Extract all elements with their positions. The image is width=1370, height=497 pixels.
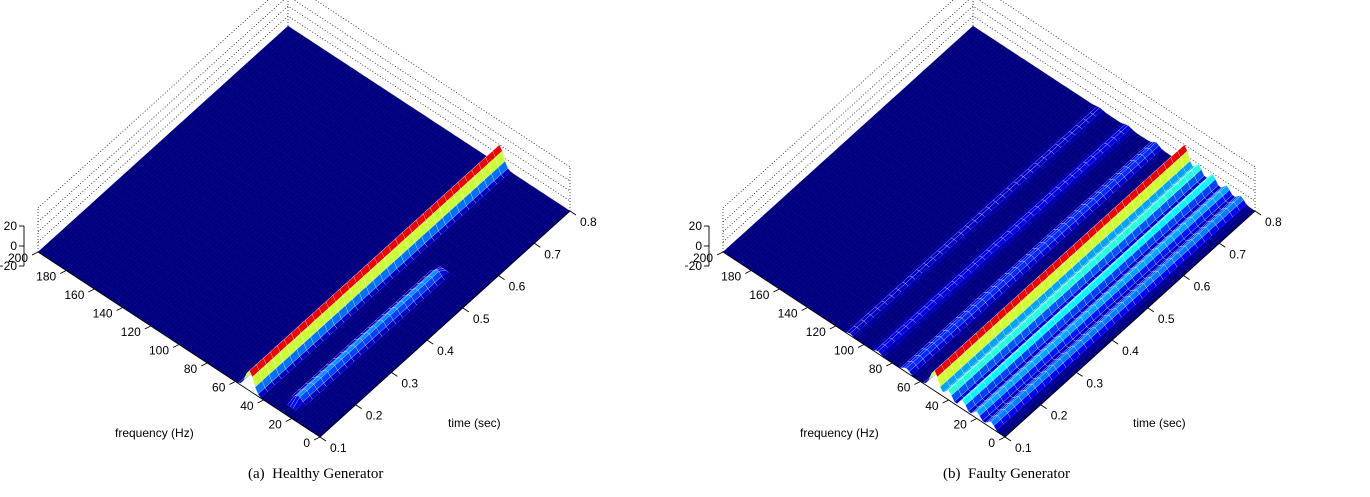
frequency-tick-label: 20 <box>953 418 967 432</box>
surface-mesh <box>37 25 571 438</box>
frequency-axis-label: frequency (Hz) <box>115 426 194 440</box>
time-ticks: 0.1 0.2 0.3 0.4 0.5 0.6 0.7 0.8 <box>1004 210 1282 455</box>
frequency-tick-label: 120 <box>806 325 826 339</box>
caption-text-a: Healthy Generator <box>272 466 384 482</box>
time-tick-label: 0.6 <box>1194 280 1211 294</box>
frequency-tick-label: 140 <box>93 307 113 321</box>
frequency-tick-label: 100 <box>834 344 854 358</box>
frequency-axis-label: frequency (Hz) <box>800 426 879 440</box>
time-ticks: 0.1 0.2 0.3 0.4 0.5 0.6 0.7 0.8 <box>319 210 597 455</box>
z-tick-label: 0 <box>695 239 702 253</box>
z-ticks: 20 0 −20 <box>685 219 709 273</box>
time-tick-label: 0.4 <box>1122 344 1139 358</box>
caption-label-b: (b) <box>943 466 961 482</box>
z-tick-label: 20 <box>4 219 18 233</box>
surface-plot-healthy: 0.1 0.2 0.3 0.4 0.5 0.6 0.7 0.8 0 20 40 60 80 100 120 1… <box>0 0 597 455</box>
frequency-ticks: 0 20 40 60 80 100 120 140 160 180 200 <box>693 251 1006 450</box>
time-tick-label: 0.3 <box>1086 376 1103 390</box>
frequency-tick-label: 0 <box>303 436 310 450</box>
caption-healthy: (a) Healthy Generator <box>248 466 383 483</box>
frequency-tick-label: 60 <box>212 381 226 395</box>
frequency-tick-label: 180 <box>721 270 741 284</box>
z-tick-label: 0 <box>10 239 17 253</box>
time-tick-label: 0.2 <box>1051 409 1068 423</box>
panel-faulty-generator: 0.1 0.2 0.3 0.4 0.5 0.6 0.7 0.8 0 20 40 60 80 100 120 1… <box>685 0 1370 497</box>
time-tick-label: 0.8 <box>580 215 597 229</box>
caption-faulty: (b) Faulty Generator <box>943 466 1070 483</box>
z-tick-label: 20 <box>689 219 703 233</box>
frequency-tick-label: 180 <box>36 270 56 284</box>
frequency-tick-label: 200 <box>8 251 28 265</box>
surface-mesh <box>722 25 1256 438</box>
frequency-tick-label: 80 <box>869 362 883 376</box>
frequency-tick-label: 140 <box>778 307 798 321</box>
caption-text-b: Faulty Generator <box>968 466 1071 482</box>
z-tick-label: −20 <box>0 259 17 273</box>
time-axis-line <box>1004 210 1256 438</box>
time-tick-label: 0.3 <box>401 376 418 390</box>
frequency-tick-label: 120 <box>121 325 141 339</box>
time-tick-label: 0.2 <box>366 409 383 423</box>
frequency-ticks: 0 20 40 60 80 100 120 140 160 180 200 <box>8 251 321 450</box>
frequency-tick-label: 60 <box>897 381 911 395</box>
time-tick-label: 0.5 <box>473 312 490 326</box>
time-tick-label: 0.5 <box>1158 312 1175 326</box>
surface-plot-faulty: 0.1 0.2 0.3 0.4 0.5 0.6 0.7 0.8 0 20 40 60 80 100 120 1… <box>685 0 1282 455</box>
frequency-tick-label: 160 <box>64 288 84 302</box>
plot-box <box>37 0 571 252</box>
time-tick-label: 0.8 <box>1265 215 1282 229</box>
time-axis-label: time (sec) <box>1133 416 1186 430</box>
plot-box <box>722 0 1256 252</box>
time-tick-label: 0.1 <box>1015 441 1032 455</box>
frequency-tick-label: 100 <box>149 344 169 358</box>
time-tick-label: 0.7 <box>544 247 561 261</box>
time-tick-label: 0.1 <box>330 441 347 455</box>
z-tick-label: −20 <box>685 259 702 273</box>
z-ticks: 20 0 −20 <box>0 219 24 273</box>
caption-label-a: (a) <box>248 466 265 482</box>
time-tick-label: 0.6 <box>509 280 526 294</box>
frequency-tick-label: 80 <box>184 362 198 376</box>
frequency-tick-label: 20 <box>268 418 282 432</box>
time-axis-line <box>319 210 571 438</box>
time-tick-label: 0.7 <box>1229 247 1246 261</box>
frequency-tick-label: 0 <box>988 436 995 450</box>
frequency-tick-label: 40 <box>925 399 939 413</box>
panel-healthy-generator: 0.1 0.2 0.3 0.4 0.5 0.6 0.7 0.8 0 20 40 60 80 100 120 1… <box>0 0 597 483</box>
time-tick-label: 0.4 <box>437 344 454 358</box>
time-axis-label: time (sec) <box>448 416 501 430</box>
frequency-tick-label: 160 <box>749 288 769 302</box>
frequency-tick-label: 40 <box>240 399 254 413</box>
frequency-tick-label: 200 <box>693 251 713 265</box>
